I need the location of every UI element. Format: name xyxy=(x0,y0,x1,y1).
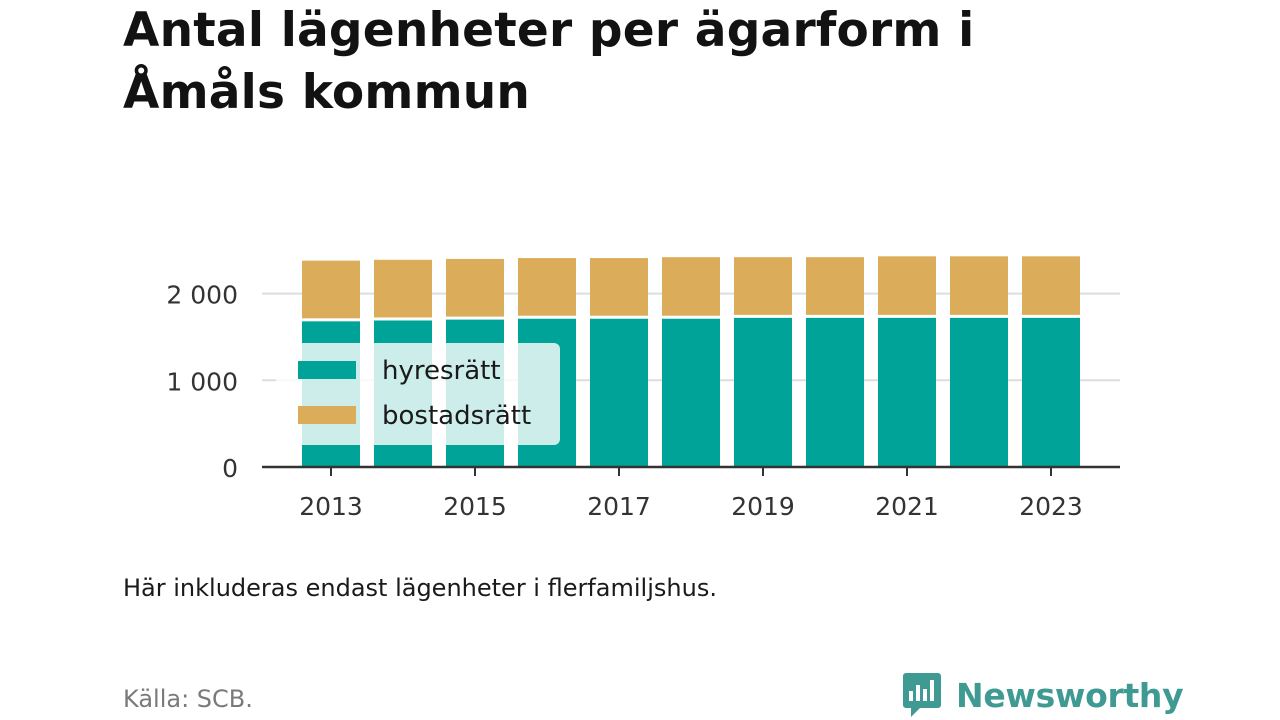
bar-bostadsratt xyxy=(878,256,936,315)
bar-bostadsratt xyxy=(806,257,864,315)
x-tick-label: 2023 xyxy=(1019,492,1083,521)
x-tick-label: 2013 xyxy=(299,492,363,521)
bar-bostadsratt xyxy=(662,257,720,316)
x-tick-label: 2017 xyxy=(587,492,651,521)
bar-bostadsratt xyxy=(518,258,576,316)
bar-bostadsratt xyxy=(734,257,792,315)
axes: 0 1 000 2 000 2013 2015 2017 2019 2021 2023 xyxy=(166,281,1120,521)
legend-swatch xyxy=(298,361,356,379)
legend-label: hyresrätt xyxy=(382,356,501,386)
bar-hyresratt xyxy=(950,317,1008,467)
bar-bostadsratt xyxy=(446,258,504,317)
bar-bostadsratt xyxy=(590,258,648,316)
bar-bostadsratt xyxy=(302,260,360,319)
legend: hyresrätt bostadsrätt xyxy=(276,343,560,445)
bar-bostadsratt xyxy=(1022,256,1080,315)
y-tick-label: 1 000 xyxy=(166,367,238,396)
y-tick-label: 2 000 xyxy=(166,281,238,310)
bar-hyresratt xyxy=(878,317,936,467)
brand-name: Newsworthy xyxy=(956,675,1184,715)
bar-hyresratt xyxy=(734,317,792,467)
x-tick-label: 2015 xyxy=(443,492,507,521)
bar-hyresratt xyxy=(806,317,864,467)
chart-title: Antal lägenheter per ägarform i Åmåls ko… xyxy=(123,3,975,120)
legend-swatch xyxy=(298,406,356,424)
newsworthy-logo: Newsworthy xyxy=(902,670,1184,720)
chart-note: Här inkluderas endast lägenheter i flerf… xyxy=(123,574,717,602)
bar-hyresratt xyxy=(1022,317,1080,467)
x-tick-label: 2019 xyxy=(731,492,795,521)
source-text: Källa: SCB. xyxy=(123,685,253,713)
y-tick-label: 0 xyxy=(222,454,238,483)
bar-hyresratt xyxy=(590,318,648,467)
bar-bostadsratt xyxy=(950,256,1008,315)
legend-label: bostadsrätt xyxy=(382,401,531,431)
bar-hyresratt xyxy=(662,318,720,467)
chart: 0 1 000 2 000 2013 2015 2017 2019 2021 2023 hyre… xyxy=(166,256,1120,521)
newsworthy-logo-icon xyxy=(903,673,941,717)
bar-bostadsratt xyxy=(374,259,432,318)
x-tick-label: 2021 xyxy=(875,492,939,521)
